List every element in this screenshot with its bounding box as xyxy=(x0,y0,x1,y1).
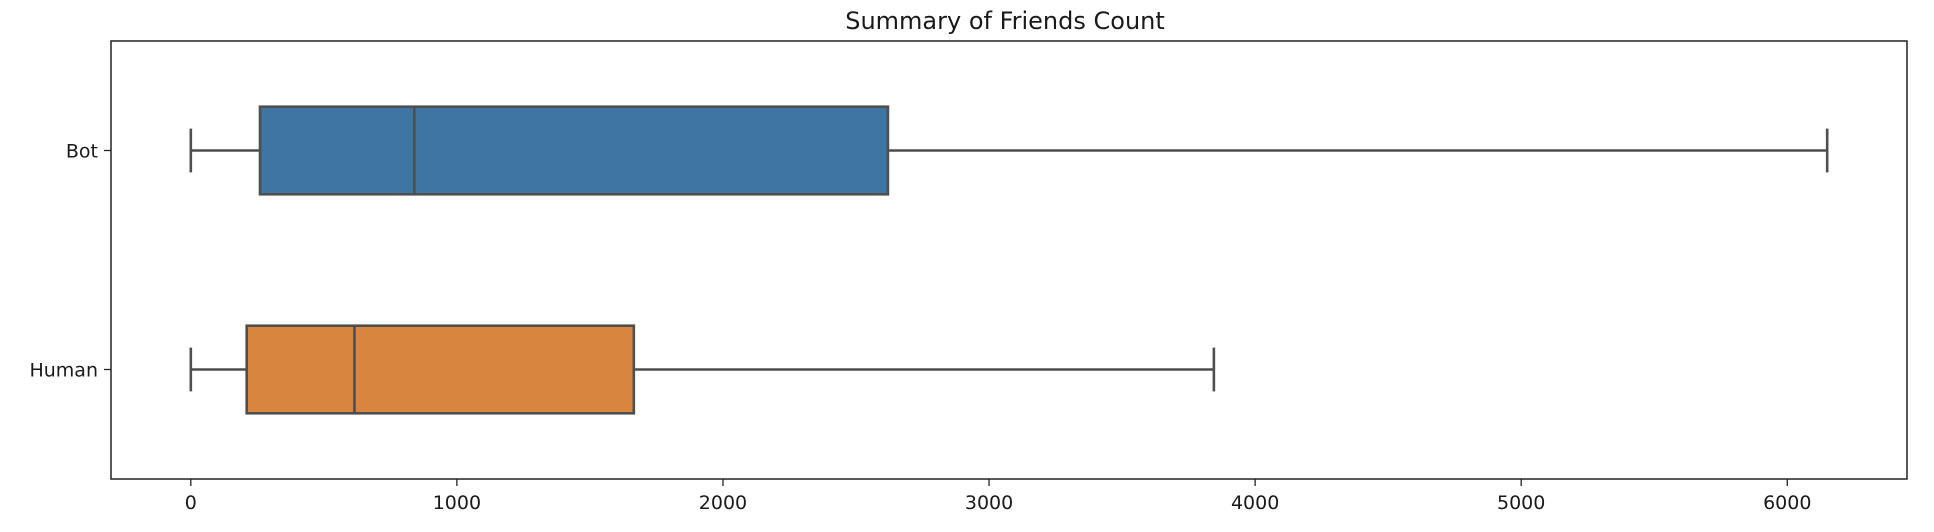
x-tick-label-2000: 2000 xyxy=(699,492,747,514)
x-tick-label-0: 0 xyxy=(185,492,197,514)
y-axis: Bot Human xyxy=(29,141,111,382)
x-tick-label-6000: 6000 xyxy=(1763,492,1811,514)
iqr-box-bot xyxy=(258,105,890,196)
y-tick-label-bot: Bot xyxy=(66,141,98,163)
x-tick-label-3000: 3000 xyxy=(965,492,1013,514)
iqr-box-human xyxy=(245,324,636,415)
box-series-group xyxy=(189,105,1829,415)
x-tick-label-5000: 5000 xyxy=(1497,492,1545,514)
box-bot xyxy=(189,105,1829,196)
plot-frame xyxy=(110,40,1908,480)
x-tick-label-4000: 4000 xyxy=(1231,492,1279,514)
y-tick-label-human: Human xyxy=(29,360,98,382)
box-human xyxy=(189,324,1216,415)
x-tick-label-1000: 1000 xyxy=(433,492,481,514)
chart-title: Summary of Friends Count xyxy=(845,7,1165,35)
x-axis: 0 1000 2000 3000 4000 5000 6000 xyxy=(185,479,1811,514)
